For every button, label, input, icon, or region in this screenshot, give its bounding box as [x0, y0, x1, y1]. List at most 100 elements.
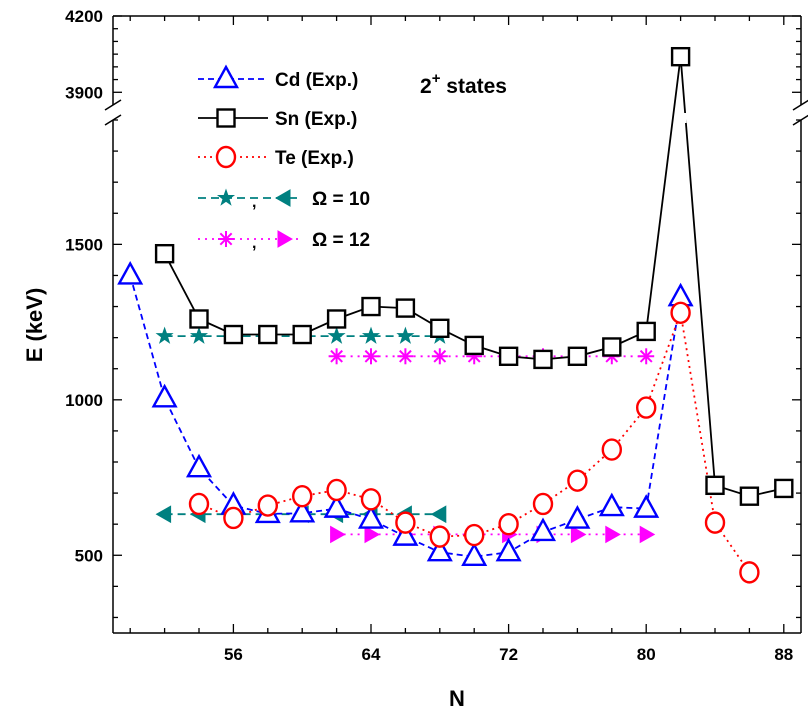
- x-tick-label: 64: [362, 645, 381, 664]
- data-point-square: [464, 335, 484, 356]
- data-point-circle: [326, 478, 347, 502]
- legend-label: Te (Exp.): [275, 148, 354, 169]
- plot-area: [117, 46, 794, 584]
- data-point-star: [361, 326, 381, 344]
- axis-break-mark: [104, 99, 122, 111]
- data-point-square: [430, 318, 450, 339]
- data-point-triangle: [392, 522, 419, 546]
- svg-text:2+ states: 2+ states: [420, 70, 507, 98]
- data-point-circle: [223, 506, 244, 530]
- data-point-circle: [429, 525, 450, 548]
- annotation-rest: states: [440, 75, 507, 98]
- annotation-base: 2: [420, 75, 432, 98]
- data-point-right-triangle: [639, 525, 656, 544]
- data-point-triangle: [357, 505, 385, 529]
- data-point-triangle: [185, 453, 213, 478]
- data-point-triangle: [426, 537, 453, 562]
- data-point-circle: [601, 438, 622, 461]
- y-tick-label: 1500: [65, 235, 103, 254]
- legend-separator: ,: [252, 235, 256, 252]
- x-tick-label: 72: [499, 645, 518, 664]
- data-point-square: [395, 298, 416, 318]
- data-point-star: [216, 188, 236, 206]
- data-point-star: [327, 326, 346, 344]
- data-point-right-triangle: [570, 525, 587, 544]
- data-point-square: [739, 486, 760, 506]
- data-point-square: [223, 324, 244, 345]
- data-point-asterisk: [364, 349, 378, 363]
- data-point-triangle: [564, 505, 591, 529]
- data-point-asterisk: [219, 232, 233, 246]
- series-line-sn: [163, 56, 784, 498]
- data-point-circle: [498, 512, 519, 536]
- data-point-circle: [636, 396, 657, 419]
- data-point-triangle: [598, 492, 625, 517]
- data-point-circle: [257, 494, 278, 517]
- series-line-te: [198, 309, 751, 573]
- data-point-square: [636, 321, 656, 342]
- axis-break-gap: [105, 106, 121, 119]
- data-point-square: [258, 324, 278, 345]
- y-tick-label: 500: [75, 546, 103, 565]
- data-point-left-triangle: [274, 189, 291, 207]
- data-point-square: [670, 46, 691, 67]
- data-point-triangle: [151, 383, 178, 408]
- data-point-right-triangle: [364, 525, 381, 544]
- data-point-square: [705, 475, 725, 496]
- data-point-square: [774, 478, 794, 499]
- data-point-right-triangle: [330, 525, 346, 544]
- data-point-triangle: [212, 64, 240, 89]
- data-point-circle: [188, 492, 210, 516]
- data-point-square: [216, 108, 236, 128]
- axis-ticks: 56 64 72 80 88 500 1000 1500 3900 4200: [65, 7, 801, 664]
- data-point-triangle: [529, 517, 557, 542]
- data-point-asterisk: [433, 349, 447, 363]
- data-point-square: [326, 309, 347, 329]
- legend: Cd (Exp.) Sn (Exp.) Te (Exp.) Ω = 10, Ω = 12…: [198, 64, 370, 252]
- data-point-triangle: [461, 542, 488, 567]
- data-point-triangle: [289, 498, 316, 523]
- data-point-left-triangle: [430, 505, 447, 524]
- y-tick-label: 4200: [65, 7, 103, 26]
- legend-label: Ω = 10: [312, 189, 370, 210]
- data-point-square: [154, 243, 175, 264]
- data-point-square: [567, 346, 588, 366]
- data-point-circle: [215, 145, 237, 169]
- legend-label: Sn (Exp.): [275, 109, 357, 130]
- data-point-circle: [567, 469, 588, 492]
- data-point-right-triangle: [605, 525, 621, 544]
- data-point-circle: [464, 523, 485, 547]
- data-point-circle: [670, 301, 691, 324]
- x-tick-label: 56: [224, 645, 243, 664]
- x-axis-title: N: [449, 686, 465, 711]
- data-point-circle: [704, 511, 726, 534]
- data-point-circle: [395, 511, 416, 534]
- annotation-sup: +: [432, 70, 441, 87]
- data-point-triangle: [633, 494, 660, 518]
- axis-break-gap: [793, 106, 808, 119]
- data-point-star: [396, 326, 415, 344]
- y-axis-title: E (keV): [22, 288, 47, 363]
- legend-label: Ω = 12: [312, 230, 370, 251]
- data-point-left-triangle: [155, 505, 172, 524]
- data-point-square: [602, 337, 622, 357]
- data-point-circle: [739, 561, 760, 584]
- data-point-star: [155, 326, 174, 344]
- plot-frame: [104, 15, 808, 634]
- states-annotation: 2+ states: [420, 70, 507, 98]
- data-point-circle: [292, 485, 313, 508]
- data-point-triangle: [495, 537, 522, 562]
- axis-break-line-gap: [674, 113, 687, 123]
- y-tick-label: 1000: [65, 391, 103, 410]
- data-point-square: [189, 309, 209, 329]
- legend-label: Cd (Exp.): [275, 70, 358, 91]
- data-point-triangle: [323, 494, 350, 518]
- data-point-square: [361, 296, 381, 317]
- data-point-asterisk: [639, 349, 653, 363]
- data-point-right-triangle: [277, 230, 294, 248]
- data-point-asterisk: [330, 349, 343, 363]
- legend-separator: ,: [252, 194, 256, 211]
- y-tick-label: 3900: [65, 83, 103, 102]
- data-point-square: [498, 346, 519, 366]
